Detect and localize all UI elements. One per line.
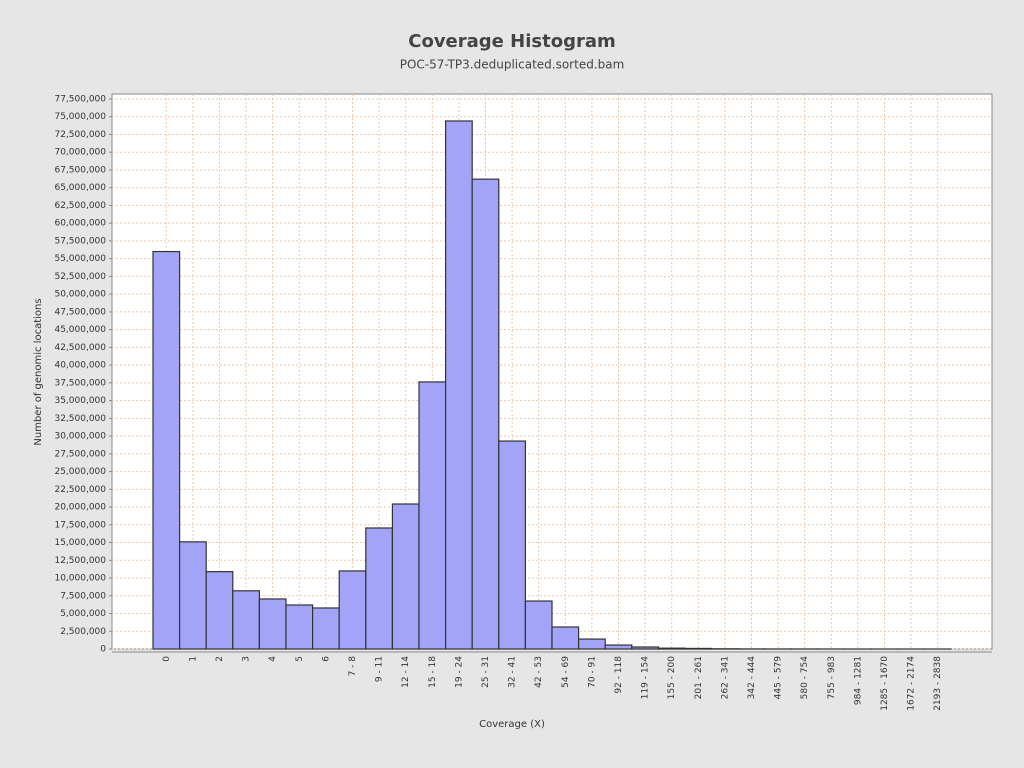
chart-subtitle: POC-57-TP3.deduplicated.sorted.bam xyxy=(400,58,625,72)
bar xyxy=(684,647,713,650)
x-tick-label: 5 xyxy=(295,656,305,662)
y-tick-label: 57,500,000 xyxy=(54,236,106,246)
bar xyxy=(365,527,393,650)
y-tick-label: 2,500,000 xyxy=(60,627,106,637)
y-tick-label: 47,500,000 xyxy=(54,307,106,317)
x-tick-label: 15 - 18 xyxy=(428,656,438,688)
bar xyxy=(312,607,340,650)
y-axis-title: Number of genomic locations xyxy=(33,298,44,445)
x-tick-label: 445 - 579 xyxy=(774,656,784,700)
bar xyxy=(418,381,447,650)
bar xyxy=(577,638,606,650)
x-tick-label: 6 xyxy=(321,656,331,662)
x-tick-label: 9 - 11 xyxy=(375,656,385,682)
y-tick-label: 0 xyxy=(100,645,106,655)
bar xyxy=(498,440,526,650)
y-tick-label: 22,500,000 xyxy=(54,485,106,495)
y-tick-label: 42,500,000 xyxy=(54,343,106,353)
x-tick-label: 1 xyxy=(188,656,198,662)
y-tick-label: 5,000,000 xyxy=(60,609,106,619)
y-tick-label: 37,500,000 xyxy=(54,378,106,388)
x-tick-label: 54 - 69 xyxy=(561,656,571,688)
x-tick-label: 12 - 14 xyxy=(401,656,411,688)
x-tick-label: 580 - 754 xyxy=(800,656,810,700)
x-axis-title: Coverage (X) xyxy=(479,719,545,730)
x-tick-label: 342 - 444 xyxy=(747,656,757,700)
plot-area xyxy=(111,93,993,650)
x-tick-label: 755 - 983 xyxy=(827,656,837,699)
bar xyxy=(657,647,686,650)
y-tick-label: 60,000,000 xyxy=(54,219,106,229)
bar xyxy=(205,571,234,650)
y-tick-label: 65,000,000 xyxy=(54,183,106,193)
bar xyxy=(391,503,420,650)
x-tick-label: 32 - 41 xyxy=(508,656,518,688)
x-tick-label: 19 - 24 xyxy=(454,656,464,688)
x-tick-label: 984 - 1281 xyxy=(853,656,863,705)
bar xyxy=(445,120,473,650)
bar xyxy=(338,570,367,650)
y-tick-label: 10,000,000 xyxy=(54,574,106,584)
y-tick-label: 12,500,000 xyxy=(54,556,106,566)
bar xyxy=(524,600,553,650)
y-tick-label: 55,000,000 xyxy=(54,254,106,264)
bar xyxy=(471,178,500,650)
bar xyxy=(631,646,659,650)
y-tick-label: 17,500,000 xyxy=(54,520,106,530)
y-tick-label: 20,000,000 xyxy=(54,503,106,513)
y-tick-label: 15,000,000 xyxy=(54,538,106,548)
x-tick-label: 1285 - 1670 xyxy=(880,656,890,711)
bar xyxy=(285,604,314,650)
y-tick-label: 30,000,000 xyxy=(54,432,106,442)
bar xyxy=(604,644,633,650)
x-tick-label: 25 - 31 xyxy=(481,656,491,688)
y-tick-label: 52,500,000 xyxy=(54,272,106,282)
bar xyxy=(551,626,580,650)
y-tick-label: 27,500,000 xyxy=(54,449,106,459)
x-tick-label: 3 xyxy=(242,656,252,662)
y-tick-label: 62,500,000 xyxy=(54,201,106,211)
y-tick-label: 77,500,000 xyxy=(54,94,106,104)
bar xyxy=(258,598,287,650)
x-tick-label: 42 - 53 xyxy=(534,656,544,688)
x-tick-label: 4 xyxy=(268,656,278,662)
y-tick-label: 67,500,000 xyxy=(54,165,106,175)
x-tick-label: 7 - 8 xyxy=(348,656,358,677)
chart-title: Coverage Histogram xyxy=(408,31,615,52)
y-tick-label: 35,000,000 xyxy=(54,396,106,406)
y-tick-label: 70,000,000 xyxy=(54,148,106,158)
x-tick-label: 1672 - 2174 xyxy=(907,656,917,711)
y-tick-label: 72,500,000 xyxy=(54,130,106,140)
y-tick-label: 40,000,000 xyxy=(54,361,106,371)
bar xyxy=(232,590,261,650)
x-tick-label: 155 - 200 xyxy=(667,656,677,700)
x-tick-label: 2 xyxy=(215,656,225,662)
x-tick-label: 262 - 341 xyxy=(720,656,730,699)
y-tick-label: 7,500,000 xyxy=(60,591,106,601)
x-tick-label: 2193 - 2838 xyxy=(933,656,943,711)
x-tick-label: 0 xyxy=(162,656,172,662)
x-tick-label: 92 - 118 xyxy=(614,656,624,694)
y-tick-label: 45,000,000 xyxy=(54,325,106,335)
bar xyxy=(179,541,207,650)
y-tick-label: 50,000,000 xyxy=(54,290,106,300)
y-tick-label: 32,500,000 xyxy=(54,414,106,424)
x-tick-label: 201 - 261 xyxy=(694,656,704,699)
bar xyxy=(152,250,181,650)
x-tick-label: 70 - 91 xyxy=(587,656,597,688)
x-tick-label: 119 - 154 xyxy=(641,656,651,700)
y-tick-label: 75,000,000 xyxy=(54,112,106,122)
y-tick-label: 25,000,000 xyxy=(54,467,106,477)
